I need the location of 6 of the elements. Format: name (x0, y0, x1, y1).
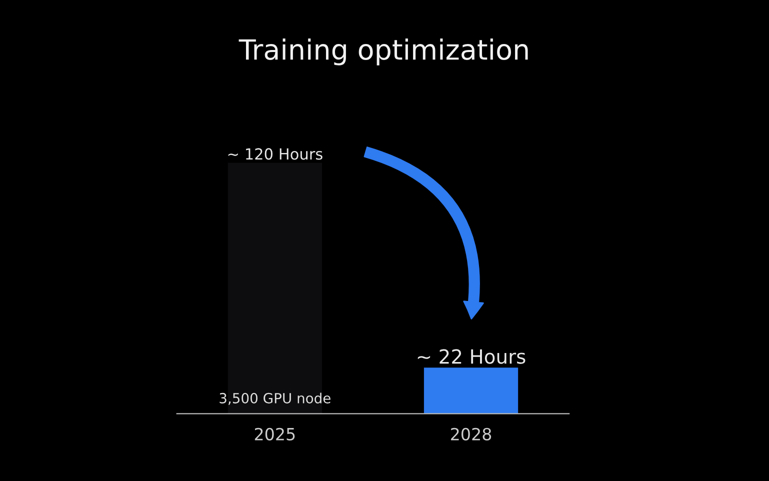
x-tick-label: 2028 (451, 428, 492, 440)
x-tick-label: 2025 (254, 428, 295, 440)
data-label: ~ 22 Hours (418, 349, 526, 364)
data-label: ~ 120 Hours (228, 148, 322, 160)
annotation: 3,500 GPU node (220, 392, 330, 405)
chart-title: Training optimization (238, 38, 528, 66)
